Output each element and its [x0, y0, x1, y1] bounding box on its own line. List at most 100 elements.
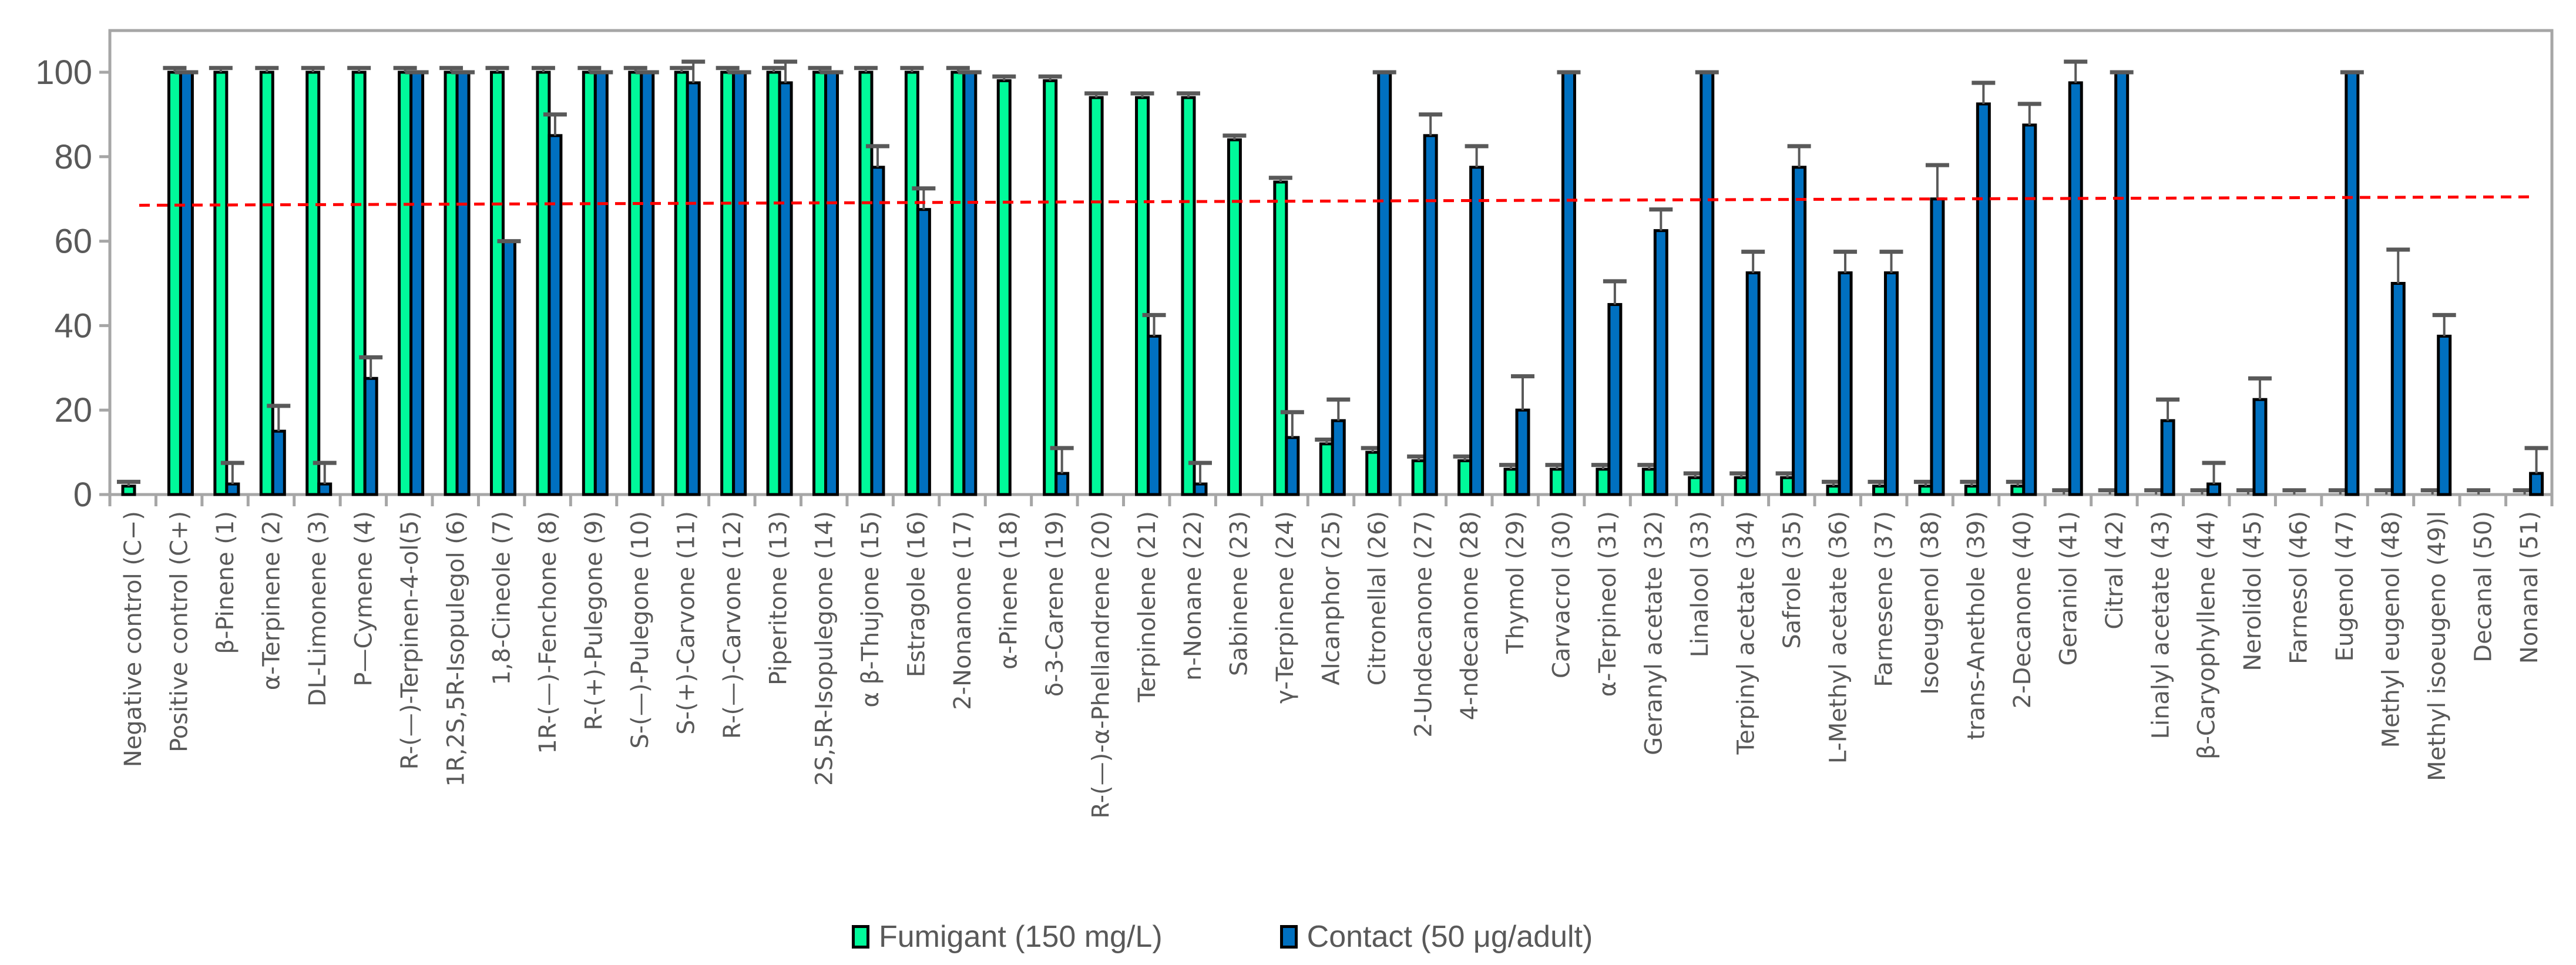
fumigant-bar [1411, 459, 1426, 496]
category-label: Safrole (35) [1779, 511, 1806, 649]
fumigant-bar [398, 70, 413, 496]
category-labels: Negative control (C−) Positive control (C… [120, 511, 2543, 819]
fumigant-bar [213, 70, 229, 496]
fumigant-bar [720, 70, 735, 496]
fumigant-bar [858, 70, 874, 496]
category-label: Thymol (29) [1502, 511, 1529, 654]
category-label: Negative control (C−) [120, 511, 147, 767]
contact-bar [870, 166, 885, 496]
contact-bar [593, 70, 609, 496]
category-label: Geranyl acetate (32) [1641, 511, 1668, 755]
category-label: Citronellal (26) [1364, 511, 1391, 685]
category-label: L-Methyl acetate (36) [1825, 511, 1852, 764]
plot-frame [108, 29, 2554, 496]
fumigant-bar [1872, 485, 1887, 496]
contact-bar [1700, 70, 1715, 496]
legend-item-fumigant: Fumigant (150 mg/L) [852, 919, 1163, 954]
y-tick-label: 20 [54, 391, 92, 429]
fumigant-bar [351, 70, 367, 496]
category-label: Piperitone (13) [765, 511, 792, 685]
contact-bar [2252, 398, 2268, 496]
category-label: Sabinene (23) [1226, 511, 1253, 676]
fumigant-bar [904, 70, 919, 496]
fumigant-bar [1273, 180, 1288, 496]
fumigant-bar [582, 70, 597, 496]
category-label: α β-Thujone (15) [857, 511, 884, 708]
category-label: 1R-(—)-Fenchone (8) [535, 511, 562, 754]
category-label: Nerolidol (45) [2239, 511, 2266, 671]
fumigant-bar [305, 70, 321, 496]
category-label: 1R,2S,5R-Isopulegol (6) [442, 511, 469, 787]
fumigant-bar [1135, 96, 1150, 496]
contact-bar [363, 376, 378, 496]
contact-bar [962, 70, 978, 496]
contact-bar [2345, 70, 2360, 496]
category-label: Geraniol (41) [2055, 511, 2082, 665]
fumigant-bar [628, 70, 643, 496]
contact-bar [1653, 229, 1668, 496]
contact-bar [409, 70, 425, 496]
y-tick-label: 0 [73, 476, 92, 514]
contact-bar [1976, 102, 1991, 496]
category-label: β-Caryophyllene (44) [2194, 511, 2221, 759]
fumigant-bar [1089, 96, 1104, 496]
fumigant-bar [1596, 468, 1611, 496]
category-label: δ-3-Carene (19) [1042, 511, 1069, 697]
category-label: Eugenol (47) [2332, 511, 2359, 661]
contact-bar [1285, 436, 1300, 496]
bars [117, 59, 2548, 496]
category-label: Terpinolene (21) [1134, 511, 1161, 703]
contact-bar [1838, 271, 1853, 496]
fumigant-bar [2010, 485, 2026, 496]
legend-label-contact: Contact (50 μg/adult) [1307, 920, 1593, 954]
category-label: Decanal (50) [2470, 511, 2497, 663]
fumigant-bar [1826, 485, 1841, 496]
contact-bar [2114, 70, 2130, 496]
category-label: S-(+)-Carvone (11) [673, 511, 700, 735]
reference-line [139, 195, 2535, 207]
category-label: R-(+)-Pulegone (9) [581, 511, 608, 730]
contact-bar [1745, 271, 1761, 496]
category-label: Linalyl acetate (43) [2147, 511, 2174, 739]
legend-label-fumigant: Fumigant (150 mg/L) [879, 920, 1163, 954]
category-label: S-(—)-Pulegone (10) [627, 511, 654, 749]
legend-item-contact: Contact (50 μg/adult) [1279, 919, 1593, 954]
category-label: Nonanal (51) [2516, 511, 2543, 664]
category-label: Citral (42) [2101, 511, 2128, 630]
fumigant-bar [1503, 468, 1519, 496]
category-label: Carvacrol (30) [1549, 511, 1576, 678]
y-tick-label: 60 [54, 223, 92, 261]
category-label: Positive control (C+) [166, 511, 193, 752]
fumigant-bar [167, 70, 182, 496]
category-label: α-Pinene (18) [995, 511, 1022, 670]
fumigant-bar [1918, 485, 1933, 496]
y-tick-label: 40 [54, 307, 92, 345]
contact-bar [2437, 334, 2452, 496]
contact-bar [548, 134, 563, 496]
fumigant-bar [1227, 138, 1242, 496]
category-label: Terpinyl acetate (34) [1732, 511, 1759, 755]
contact-bar [916, 208, 931, 496]
legend-swatch-contact [1279, 925, 1298, 949]
legend: Fumigant (150 mg/L) Contact (50 μg/adult… [852, 919, 1710, 954]
contact-bar [1331, 419, 1346, 496]
fumigant-bar [1181, 96, 1196, 496]
contact-bar [2160, 419, 2175, 496]
contact-bar [1377, 70, 1392, 496]
category-label: Farnesol (46) [2286, 511, 2313, 664]
fumigant-bar [444, 70, 459, 496]
category-label: γ-Terpinene (24) [1272, 511, 1299, 704]
contact-bar [1561, 70, 1576, 496]
category-label: 2-Nonanone (17) [949, 511, 976, 710]
fumigant-bar [1688, 476, 1703, 496]
fumigant-bar [1457, 459, 1473, 496]
fumigant-bar [536, 70, 551, 496]
reference-line-group [139, 195, 2535, 207]
fumigant-bar [1964, 485, 1979, 496]
fumigant-bar [1780, 476, 1795, 496]
y-tick-label: 100 [35, 53, 92, 92]
contact-bar [1930, 197, 1945, 496]
contact-bar [2022, 123, 2037, 496]
category-label: α-Terpinene (2) [258, 511, 286, 690]
contact-bar [1792, 166, 1807, 496]
